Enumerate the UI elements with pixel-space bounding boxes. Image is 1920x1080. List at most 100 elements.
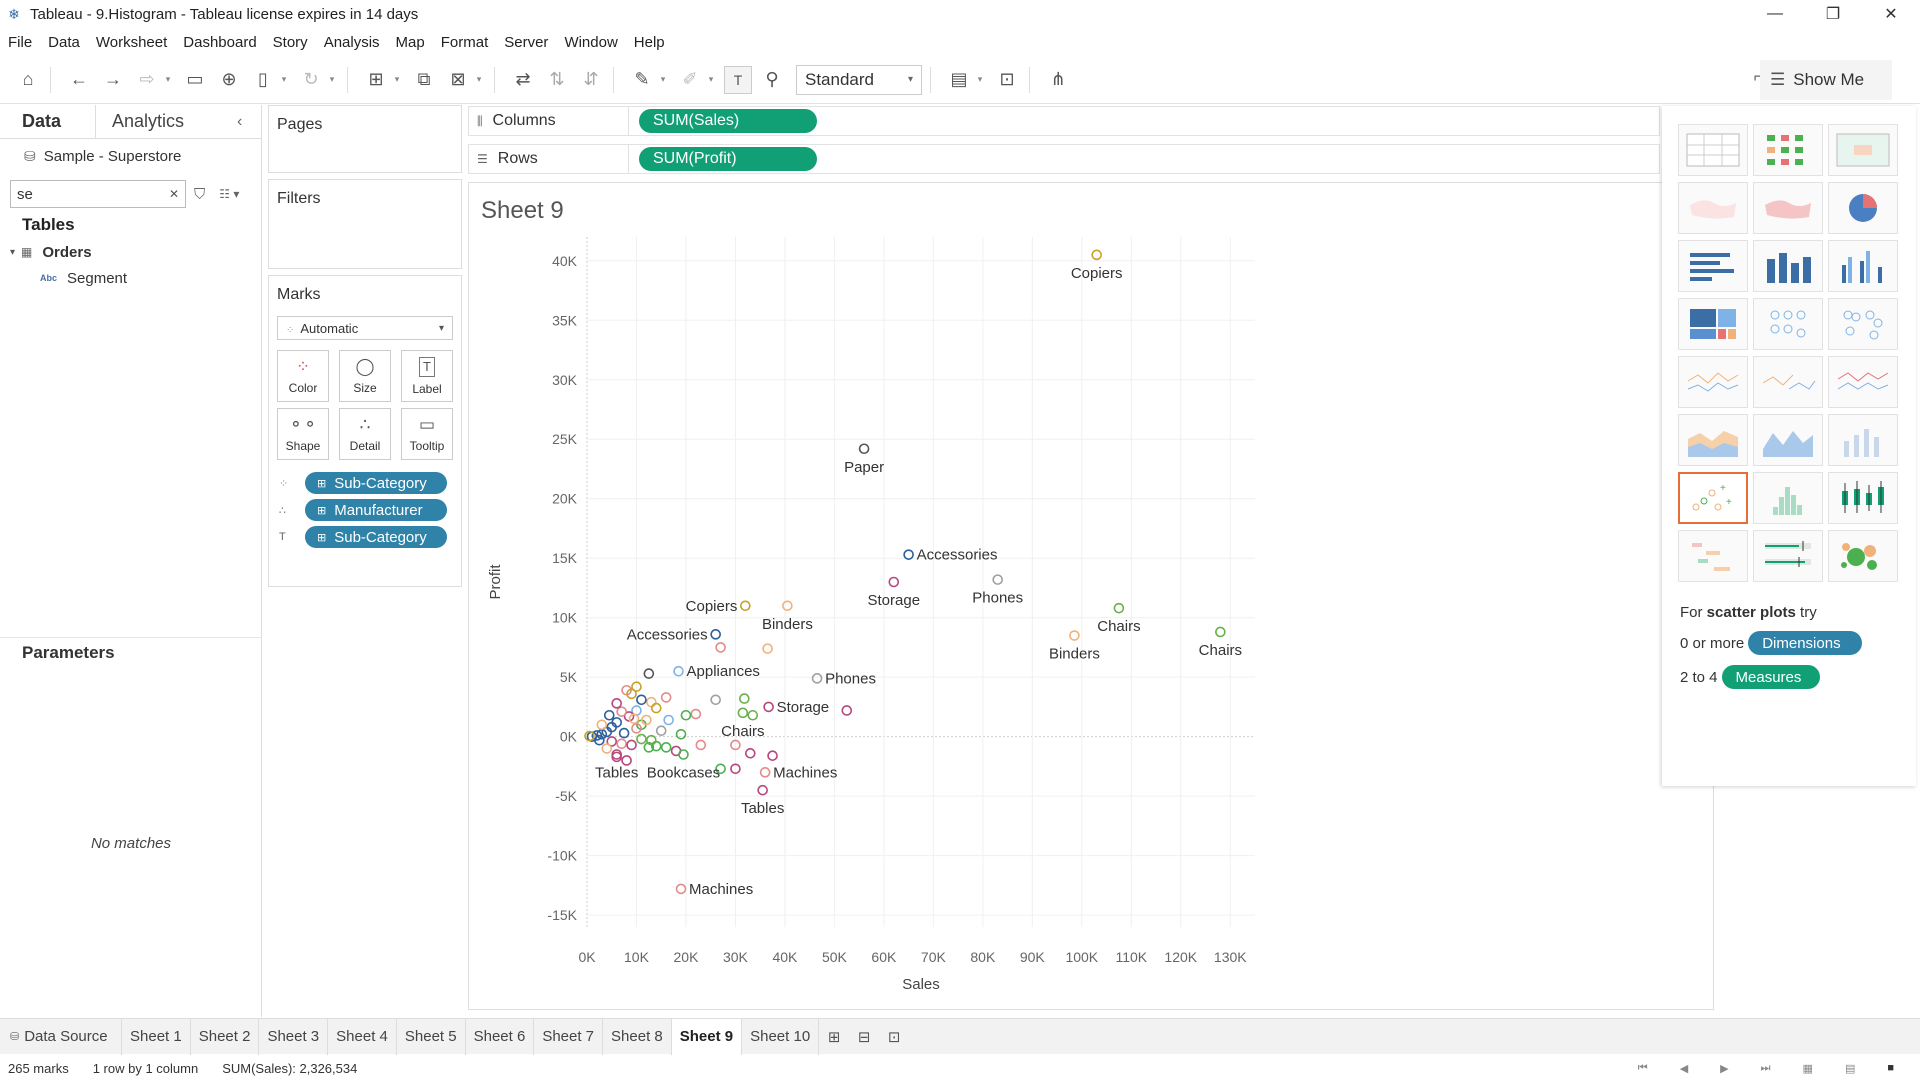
filter-icon[interactable]: ⛉ xyxy=(194,185,206,203)
detail-button[interactable]: ∴ Detail xyxy=(339,408,391,460)
restore-button[interactable]: ❐ xyxy=(1825,6,1841,23)
mark-type-select[interactable]: ⁘ Automatic ▾ xyxy=(277,316,453,340)
highlight-table-chart[interactable] xyxy=(1828,124,1898,176)
menu-window[interactable]: Window xyxy=(564,33,618,51)
undo-icon[interactable]: ← xyxy=(70,69,88,89)
new-datasource-icon[interactable]: ⊕ xyxy=(221,69,237,89)
menu-story[interactable]: Story xyxy=(272,33,308,51)
filled-map-chart[interactable] xyxy=(1753,182,1823,234)
gantt-chart[interactable] xyxy=(1678,530,1748,582)
swap-rows-columns-icon[interactable]: ⇄ xyxy=(515,69,531,89)
symbol-map-chart[interactable] xyxy=(1678,182,1748,234)
tab-sheet-7[interactable]: Sheet 7 xyxy=(534,1018,604,1055)
pause-updates-icon[interactable]: ▯ xyxy=(258,69,268,89)
lines-discrete-chart[interactable] xyxy=(1753,356,1823,408)
prev-sheet-icon[interactable]: ◀ xyxy=(1679,1062,1689,1075)
sum-profit-pill[interactable]: SUM(Profit) xyxy=(639,147,817,171)
dual-combination-chart[interactable] xyxy=(1828,414,1898,466)
format-painter-icon[interactable]: ⌐ xyxy=(1753,66,1764,86)
datasource-item[interactable]: ⛁ Sample - Superstore xyxy=(0,139,261,173)
first-sheet-icon[interactable]: ⏮ xyxy=(1637,1061,1648,1074)
replay-icon[interactable]: ⇨ xyxy=(139,69,155,89)
tab-data-source[interactable]: ⛁ Data Source xyxy=(0,1018,122,1055)
close-button[interactable]: ✕ xyxy=(1884,6,1898,23)
chevron-down-icon[interactable]: ▾ xyxy=(476,74,482,84)
sort-ascending-icon[interactable]: ⇅ xyxy=(549,69,565,89)
scatter-plots-chart[interactable]: + + xyxy=(1678,472,1748,524)
filters-card[interactable]: Filters xyxy=(268,179,462,269)
circle-views-chart[interactable] xyxy=(1753,298,1823,350)
menu-map[interactable]: Map xyxy=(395,33,425,51)
tab-sheet-8[interactable]: Sheet 8 xyxy=(603,1018,672,1055)
group-members-icon[interactable]: ✐ xyxy=(682,69,698,89)
label-button[interactable]: T Label xyxy=(401,350,453,402)
shape-button[interactable]: ⚬⚬ Shape xyxy=(277,408,329,460)
search-input[interactable]: se ✕ xyxy=(10,180,186,208)
presentation-mode-icon[interactable]: ⊡ xyxy=(999,69,1015,89)
show-mark-labels-icon[interactable]: T xyxy=(724,65,752,94)
tab-sheet-6[interactable]: Sheet 6 xyxy=(466,1018,535,1055)
new-dashboard-icon[interactable]: ⊟ xyxy=(857,1028,871,1046)
menu-analysis[interactable]: Analysis xyxy=(323,33,380,51)
pie-chart[interactable] xyxy=(1828,182,1898,234)
color-button[interactable]: ⁘ Color xyxy=(277,350,329,402)
new-story-icon[interactable]: ⊡ xyxy=(887,1028,901,1046)
refresh-icon[interactable]: ↻ xyxy=(303,69,319,89)
area-continuous-chart[interactable] xyxy=(1678,414,1748,466)
histogram-chart[interactable] xyxy=(1753,472,1823,524)
chevron-down-icon[interactable]: ▾ xyxy=(394,74,400,84)
highlight-icon[interactable]: ✎ xyxy=(634,69,650,89)
tab-sheet-1[interactable]: Sheet 1 xyxy=(122,1018,191,1055)
box-whisker-chart[interactable] xyxy=(1828,472,1898,524)
new-worksheet-icon[interactable]: ⊞ xyxy=(827,1028,841,1046)
clear-sheet-icon[interactable]: ⊠ xyxy=(450,69,466,89)
menu-worksheet[interactable]: Worksheet xyxy=(95,33,168,51)
redo-icon[interactable]: → xyxy=(104,69,122,89)
new-worksheet-icon[interactable]: ⊞ xyxy=(368,69,384,89)
field-segment[interactable]: Abc Segment xyxy=(0,265,261,291)
save-icon[interactable]: ▭ xyxy=(186,69,204,89)
side-by-side-circles-chart[interactable] xyxy=(1828,298,1898,350)
sum-sales-pill[interactable]: SUM(Sales) xyxy=(639,109,817,133)
sheet-sorter-icon[interactable]: ▦ xyxy=(1802,1062,1813,1075)
tabs-view-icon[interactable]: ■ xyxy=(1887,1062,1894,1074)
columns-shelf[interactable]: ⫼ Columns SUM(Sales) xyxy=(468,106,1660,136)
menu-file[interactable]: File xyxy=(8,33,33,51)
scatter-plot[interactable]: -15K -10K -5K 0K 5K 10K 15K 20K 25K 30K 35K 40K 0K 10… xyxy=(469,183,1713,1009)
tab-sheet-2[interactable]: Sheet 2 xyxy=(191,1018,260,1055)
chevron-down-icon[interactable]: ▾ xyxy=(329,74,335,84)
fix-axes-icon[interactable]: ⚲ xyxy=(765,69,779,89)
sort-descending-icon[interactable]: ⇵ xyxy=(583,69,599,89)
tab-sheet-10[interactable]: Sheet 10 xyxy=(742,1018,820,1055)
chevron-down-icon[interactable]: ▾ xyxy=(660,74,666,84)
size-button[interactable]: ◯ Size xyxy=(339,350,391,402)
tab-sheet-4[interactable]: Sheet 4 xyxy=(328,1018,397,1055)
caret-down-icon[interactable]: ▾ xyxy=(10,246,16,258)
tab-sheet-5[interactable]: Sheet 5 xyxy=(397,1018,466,1055)
area-discrete-chart[interactable] xyxy=(1753,414,1823,466)
clear-search-icon[interactable]: ✕ xyxy=(168,187,179,201)
manufacturer-detail-pill[interactable]: ⊞ Manufacturer xyxy=(305,499,447,521)
duplicate-sheet-icon[interactable]: ⧉ xyxy=(417,69,431,89)
next-sheet-icon[interactable]: ▶ xyxy=(1720,1062,1729,1075)
menu-data[interactable]: Data xyxy=(48,33,80,51)
table-orders[interactable]: ▾ ▦ Orders xyxy=(0,239,261,265)
side-by-side-bars-chart[interactable] xyxy=(1828,240,1898,292)
fit-select[interactable]: Standard ▾ xyxy=(796,64,922,95)
menu-help[interactable]: Help xyxy=(633,33,665,51)
sub-category-color-pill[interactable]: ⊞ Sub-Category xyxy=(305,472,447,494)
tab-data[interactable]: Data xyxy=(0,105,96,138)
tab-analytics[interactable]: Analytics xyxy=(96,105,192,138)
menu-format[interactable]: Format xyxy=(440,33,489,51)
view-options-icon[interactable]: ☷ ▾ xyxy=(219,187,240,201)
show-me-button[interactable]: ☰ Show Me xyxy=(1760,60,1892,100)
lines-continuous-chart[interactable] xyxy=(1678,356,1748,408)
treemap-chart[interactable] xyxy=(1678,298,1748,350)
menu-server[interactable]: Server xyxy=(504,33,549,51)
chevron-down-icon[interactable]: ▾ xyxy=(708,74,714,84)
chevron-down-icon[interactable]: ▾ xyxy=(165,74,171,84)
bullet-graph-chart[interactable] xyxy=(1753,530,1823,582)
stacked-bars-chart[interactable] xyxy=(1753,240,1823,292)
dual-lines-chart[interactable] xyxy=(1828,356,1898,408)
tab-sheet-3[interactable]: Sheet 3 xyxy=(259,1018,329,1055)
